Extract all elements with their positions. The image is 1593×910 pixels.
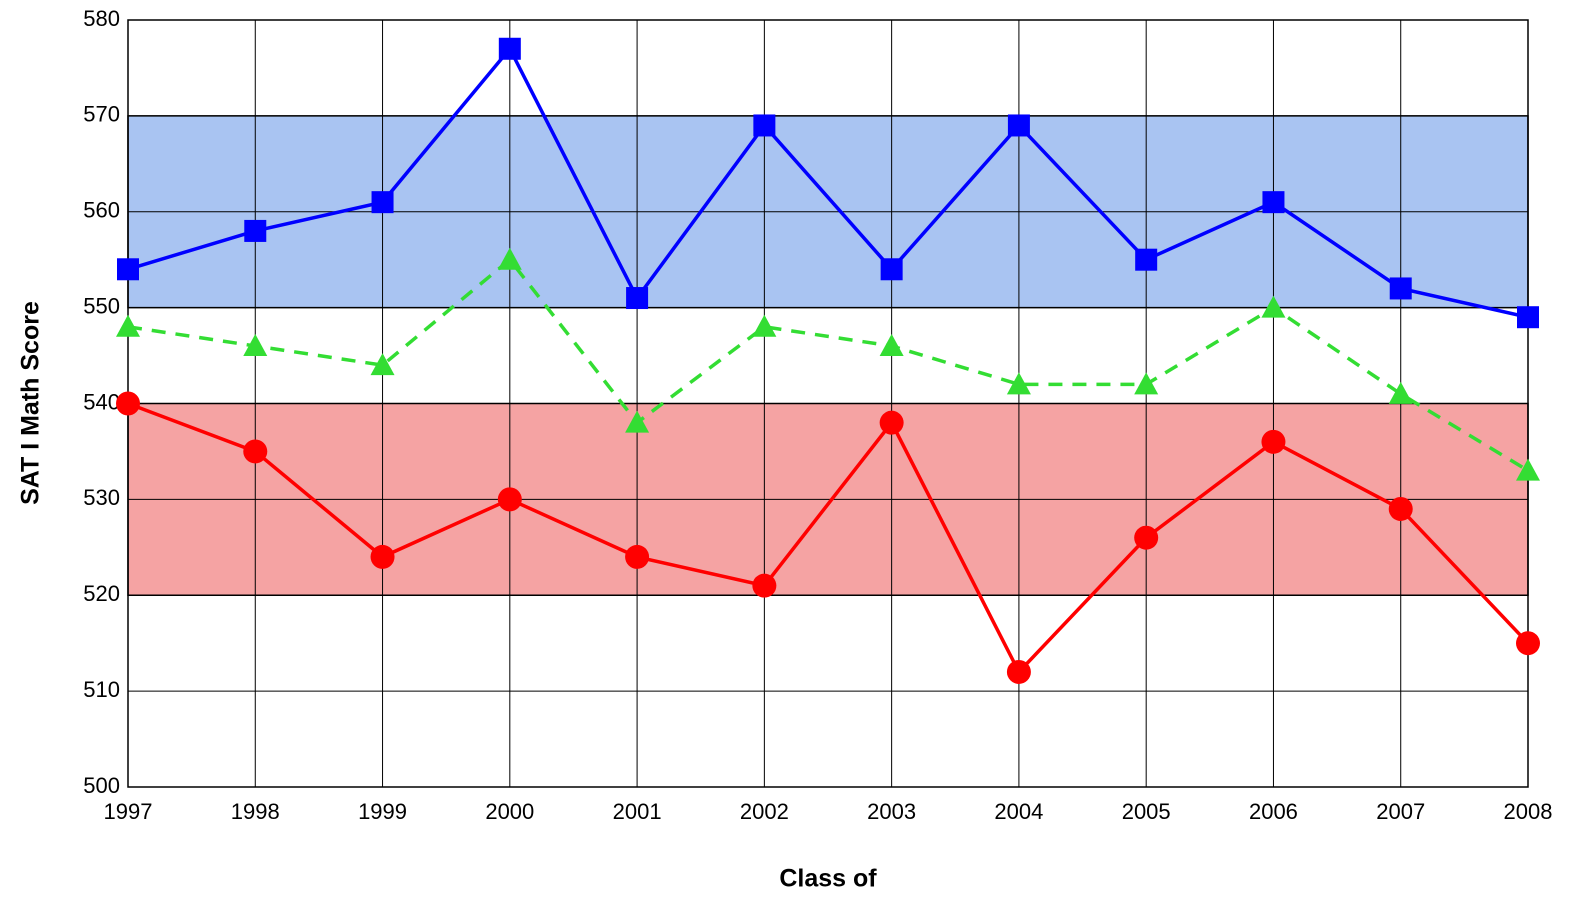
marker [116,314,140,337]
marker [117,258,139,281]
x-tick-label: 2008 [1504,799,1553,824]
marker [753,114,776,137]
marker [626,287,649,310]
y-tick-label: 530 [83,485,120,510]
marker [370,353,395,376]
marker [1261,295,1286,318]
marker [1135,248,1158,271]
x-axis-title: Class of [779,865,877,893]
marker [1006,659,1031,684]
marker [1006,372,1031,395]
marker [243,333,268,356]
y-tick-label: 570 [83,102,120,127]
series-line [127,257,1529,473]
marker [498,37,521,60]
marker [370,544,395,569]
x-tick-label: 2004 [994,799,1043,824]
marker [1007,114,1030,137]
x-tick-label: 2003 [867,799,916,824]
marker [1134,525,1159,550]
marker [625,544,650,569]
y-axis-title: SAT I Math Score [17,301,45,505]
marker [1261,429,1286,454]
x-tick-label: 2001 [613,799,662,824]
marker [1517,306,1539,329]
marker [371,191,394,214]
y-tick-label: 500 [83,773,120,798]
marker [497,247,522,270]
x-tick-label: 1998 [231,799,280,824]
x-tick-label: 2007 [1376,799,1425,824]
marker [1388,381,1413,404]
marker [752,314,777,337]
marker [1134,372,1159,395]
y-tick-label: 560 [83,198,120,223]
y-tick-label: 540 [83,389,120,414]
marker [880,258,903,281]
y-tick-label: 520 [83,581,120,606]
marker [1388,496,1413,521]
marker [1516,458,1540,481]
marker [497,487,522,512]
series-line [127,401,1530,675]
marker [1516,631,1540,656]
marker [243,439,268,464]
x-tick-label: 1997 [104,799,153,824]
marker [1262,191,1285,214]
marker [1389,277,1412,300]
marker [879,410,904,435]
y-tick-label: 550 [83,293,120,318]
x-tick-label: 2006 [1249,799,1298,824]
marker [116,391,140,416]
marker [625,410,650,433]
x-tick-label: 2005 [1122,799,1171,824]
marker [752,573,777,598]
y-tick-label: 580 [83,6,120,31]
y-tick-label: 510 [83,677,120,702]
marker [244,219,267,242]
x-tick-label: 2000 [485,799,534,824]
series-line [127,45,1529,319]
x-tick-label: 1999 [358,799,407,824]
marker [879,333,904,356]
x-tick-label: 2002 [740,799,789,824]
